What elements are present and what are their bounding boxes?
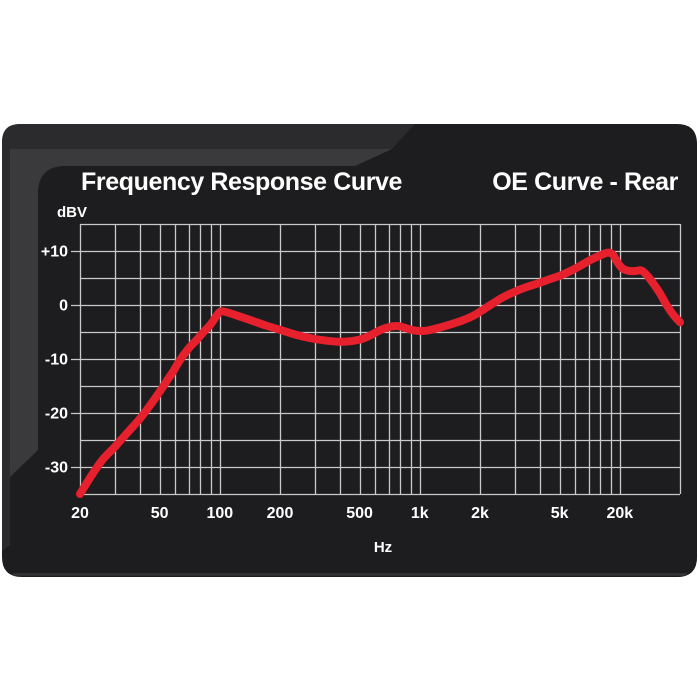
- grid-lines: [71, 223, 682, 496]
- series-title: OE Curve - Rear: [492, 168, 678, 196]
- x-tick-label: 2k: [471, 505, 489, 522]
- y-tick-label: 0: [59, 298, 68, 315]
- chart-title: Frequency Response Curve: [81, 168, 403, 196]
- y-axis-tick-labels: +10 0 -10 -20 -30: [41, 244, 68, 477]
- chart-panel: [38, 166, 697, 577]
- x-tick-label: 20k: [606, 505, 633, 522]
- y-tick-label: -10: [45, 352, 68, 369]
- x-tick-label: 500: [346, 505, 373, 522]
- x-axis-unit-label: Hz: [374, 539, 392, 556]
- y-tick-label: +10: [41, 244, 68, 261]
- y-tick-label: -30: [45, 460, 68, 477]
- x-tick-label: 200: [267, 505, 294, 522]
- x-tick-label: 5k: [551, 505, 569, 522]
- x-tick-label: 50: [151, 505, 169, 522]
- x-tick-label: 100: [206, 505, 233, 522]
- y-axis-unit-label: dBV: [57, 204, 87, 221]
- x-tick-label: 1k: [411, 505, 429, 522]
- y-tick-label: -20: [45, 406, 68, 423]
- x-axis-tick-labels: 20 50 100 200 500 1k 2k 5k 20k: [71, 505, 633, 522]
- x-tick-label: 20: [71, 505, 89, 522]
- response-curve: [76, 248, 684, 498]
